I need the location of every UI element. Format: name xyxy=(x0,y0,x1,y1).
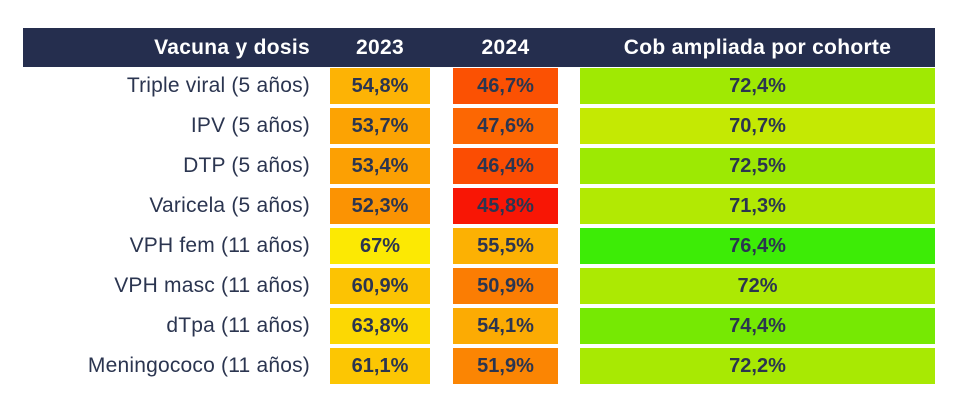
value-2024: 54,1% xyxy=(453,308,558,344)
vaccine-label: dTpa (11 años) xyxy=(166,314,310,337)
row-gap-2 xyxy=(558,188,580,224)
value-2024: 51,9% xyxy=(453,348,558,384)
value-2024: 55,5% xyxy=(453,228,558,264)
vaccine-label: Triple viral (5 años) xyxy=(126,74,310,97)
row-gap-2 xyxy=(558,348,580,384)
row-gap-2 xyxy=(558,228,580,264)
vaccine-label: Meningococo (11 años) xyxy=(87,354,310,377)
vaccine-label: DTP (5 años) xyxy=(183,154,310,177)
value-cob-ampliada: 70,7% xyxy=(580,108,935,144)
table-row: DTP (5 años) 53,4% 46,4% 72,5% xyxy=(23,148,935,184)
value-2023: 67% xyxy=(330,228,430,264)
row-gap-1 xyxy=(430,268,453,304)
value-2023: 53,4% xyxy=(330,148,430,184)
table-row: VPH fem (11 años) 67% 55,5% 76,4% xyxy=(23,228,935,264)
value-2023: 52,3% xyxy=(330,188,430,224)
value-2023: 63,8% xyxy=(330,308,430,344)
table-header: Vacuna y dosis 2023 2024 Cob ampliada po… xyxy=(23,28,935,67)
value-2024: 46,4% xyxy=(453,148,558,184)
row-gap-2 xyxy=(558,108,580,144)
value-cob-ampliada: 72% xyxy=(580,268,935,304)
row-gap-1 xyxy=(430,68,453,104)
value-cob-ampliada: 72,5% xyxy=(580,148,935,184)
value-2023: 60,9% xyxy=(330,268,430,304)
row-gap-1 xyxy=(430,308,453,344)
table-row: IPV (5 años) 53,7% 47,6% 70,7% xyxy=(23,108,935,144)
header-gap-2 xyxy=(558,28,580,67)
header-2023: 2023 xyxy=(356,35,404,59)
header-2024: 2024 xyxy=(481,35,530,59)
value-2023: 54,8% xyxy=(330,68,430,104)
row-gap-2 xyxy=(558,148,580,184)
table-row: dTpa (11 años) 63,8% 54,1% 74,4% xyxy=(23,308,935,344)
value-2023: 53,7% xyxy=(330,108,430,144)
vaccination-coverage-table: Vacuna y dosis 2023 2024 Cob ampliada po… xyxy=(23,28,935,384)
value-cob-ampliada: 71,3% xyxy=(580,188,935,224)
table-row: Meningococo (11 años) 61,1% 51,9% 72,2% xyxy=(23,348,935,384)
header-gap-1 xyxy=(430,28,453,67)
value-cob-ampliada: 74,4% xyxy=(580,308,935,344)
table-body: Triple viral (5 años) 54,8% 46,7% 72,4% … xyxy=(23,68,935,384)
header-vaccine-dose: Vacuna y dosis xyxy=(154,35,310,59)
value-2024: 46,7% xyxy=(453,68,558,104)
table-row: Varicela (5 años) 52,3% 45,8% 71,3% xyxy=(23,188,935,224)
value-cob-ampliada: 72,4% xyxy=(580,68,935,104)
row-gap-2 xyxy=(558,268,580,304)
row-gap-1 xyxy=(430,228,453,264)
value-2024: 47,6% xyxy=(453,108,558,144)
header-cob-ampliada: Cob ampliada por cohorte xyxy=(623,35,892,59)
value-2024: 50,9% xyxy=(453,268,558,304)
row-gap-2 xyxy=(558,68,580,104)
value-2023: 61,1% xyxy=(330,348,430,384)
row-gap-1 xyxy=(430,348,453,384)
vaccine-label: Varicela (5 años) xyxy=(149,194,310,217)
row-gap-1 xyxy=(430,108,453,144)
table-row: VPH masc (11 años) 60,9% 50,9% 72% xyxy=(23,268,935,304)
vaccine-label: VPH masc (11 años) xyxy=(114,274,310,297)
value-cob-ampliada: 76,4% xyxy=(580,228,935,264)
row-gap-1 xyxy=(430,188,453,224)
vaccine-label: IPV (5 años) xyxy=(190,114,310,137)
value-2024: 45,8% xyxy=(453,188,558,224)
value-cob-ampliada: 72,2% xyxy=(580,348,935,384)
table-row: Triple viral (5 años) 54,8% 46,7% 72,4% xyxy=(23,68,935,104)
vaccine-label: VPH fem (11 años) xyxy=(129,234,310,257)
row-gap-2 xyxy=(558,308,580,344)
row-gap-1 xyxy=(430,148,453,184)
